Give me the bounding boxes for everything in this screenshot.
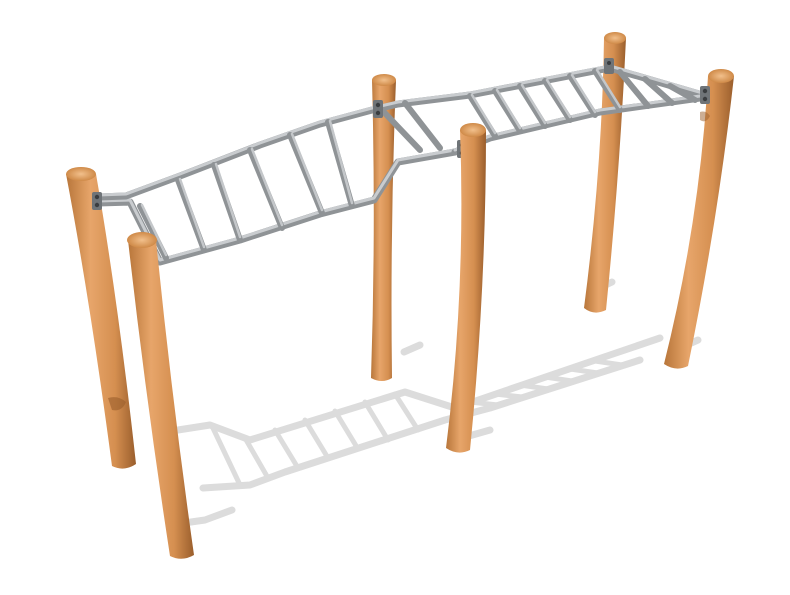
- right-section-rungs: [467, 68, 698, 139]
- ground-shadow: [166, 278, 702, 529]
- post-front-left: [127, 232, 194, 559]
- post-far-right: [664, 69, 734, 369]
- shadow-rungs: [209, 358, 625, 488]
- post-rear-middle: [371, 74, 396, 381]
- post-left-rear: [66, 167, 136, 469]
- overhead-ladder: [92, 58, 710, 266]
- left-section-rungs: [137, 119, 355, 261]
- post-front-middle: [446, 123, 486, 453]
- middle-rungs: [377, 100, 443, 153]
